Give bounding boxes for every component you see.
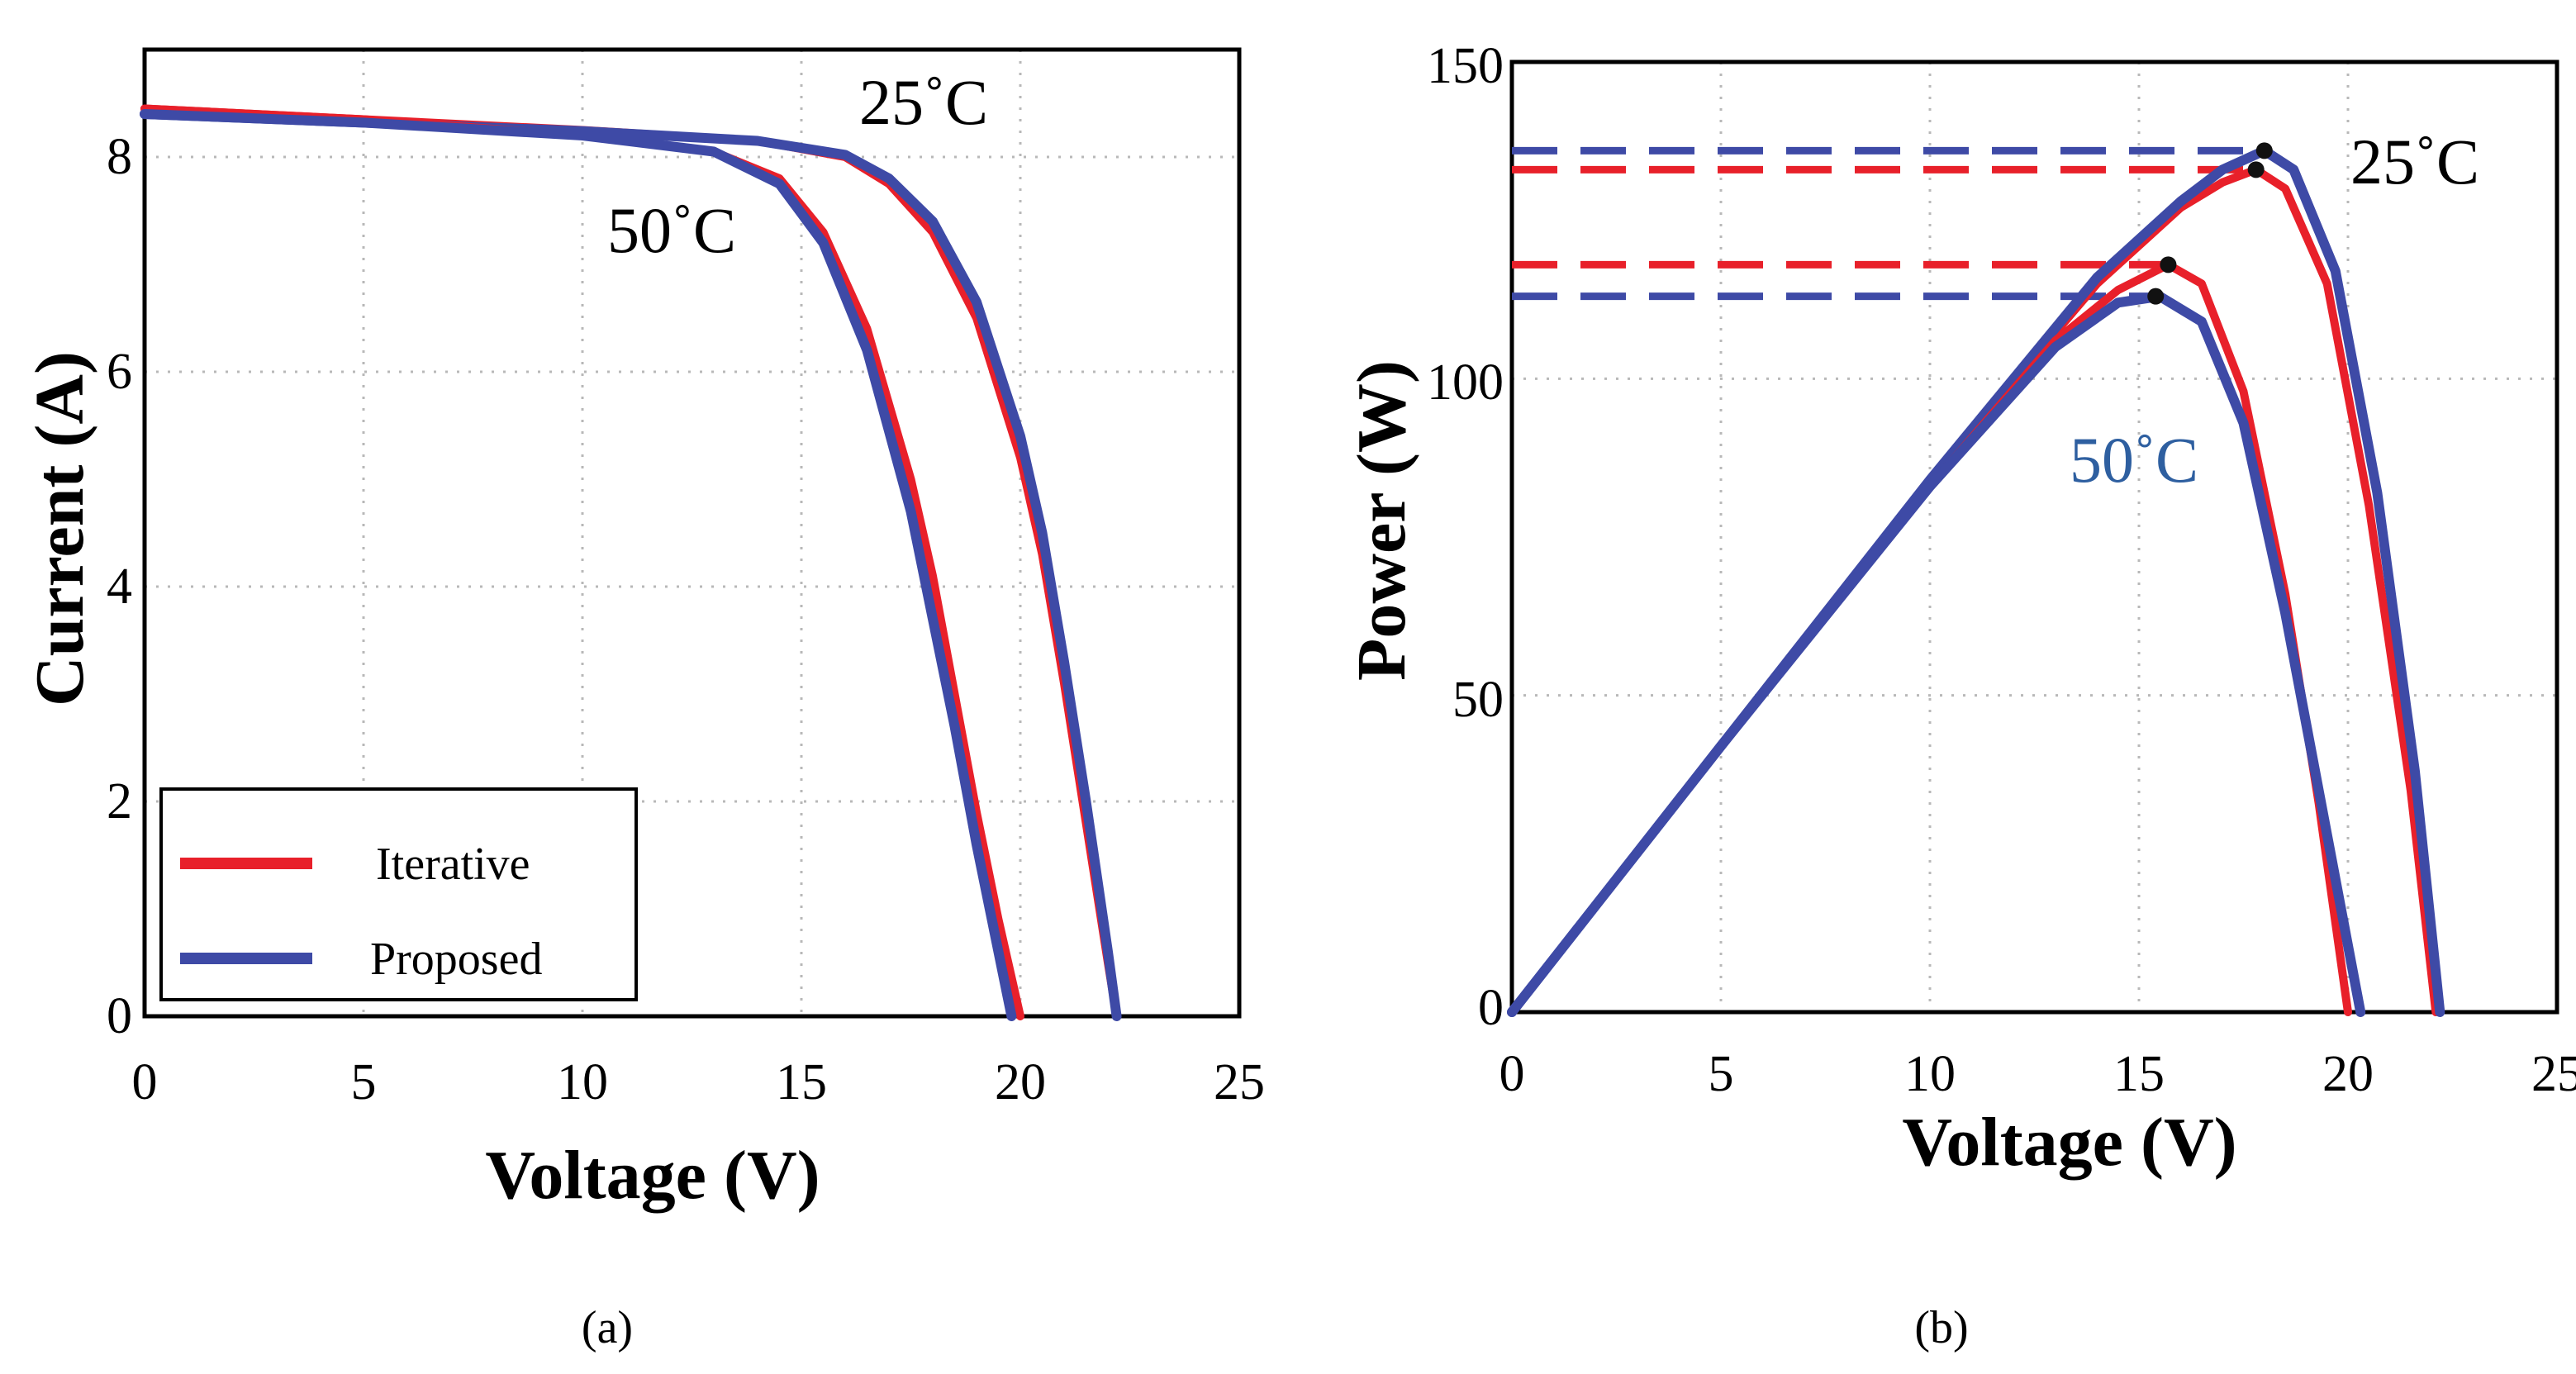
a-xtick-0: 0 bbox=[132, 1054, 158, 1110]
a-annotation-25c: 25˚C bbox=[859, 66, 988, 138]
a-ytick-2: 4 bbox=[107, 559, 132, 615]
b-xtick-3: 15 bbox=[2113, 1046, 2165, 1102]
legend-box bbox=[159, 787, 638, 1001]
b-ytick-0: 0 bbox=[1478, 980, 1504, 1036]
panel-b-plot-frame bbox=[1509, 59, 2559, 1015]
legend-label-iterative: Iterative bbox=[376, 839, 530, 890]
b-series-proposed-50-c bbox=[1507, 291, 2366, 1017]
b-xtick-2: 10 bbox=[1904, 1046, 1956, 1102]
panel-a-x-ticks: 0 5 10 15 20 25 bbox=[132, 1054, 1266, 1110]
b-series-proposed-25-c bbox=[1507, 145, 2445, 1017]
a-series-proposed-25-c bbox=[140, 109, 1122, 1021]
b-caption: (b) bbox=[1914, 1302, 1968, 1353]
a-annotation-50c: 50˚C bbox=[607, 194, 736, 266]
a-xtick-2: 10 bbox=[557, 1054, 608, 1110]
a-series-proposed-50-c bbox=[140, 109, 1017, 1021]
b-mpp-marker-iterative-25-c bbox=[2247, 161, 2265, 178]
b-mpp-marker-proposed-50-c bbox=[2147, 288, 2165, 305]
a-xtick-5: 25 bbox=[1214, 1054, 1265, 1110]
a-ytick-4: 8 bbox=[107, 129, 132, 185]
a-series bbox=[140, 104, 1122, 1021]
a-xtick-1: 5 bbox=[351, 1054, 377, 1110]
panel-b-grid bbox=[1512, 62, 2557, 1012]
panel-b-y-ticks: 0 50 100 150 bbox=[1427, 38, 1504, 1036]
a-ytick-1: 2 bbox=[107, 773, 132, 830]
b-series bbox=[1507, 142, 2445, 1017]
b-mpp-lines bbox=[1512, 146, 2265, 301]
b-ytick-2: 100 bbox=[1427, 354, 1504, 411]
b-ytick-3: 150 bbox=[1427, 38, 1504, 94]
b-y-axis-title: Power (W) bbox=[1343, 360, 1420, 681]
a-ytick-0: 0 bbox=[107, 988, 132, 1044]
b-annotation-25c: 25˚C bbox=[2350, 126, 2479, 197]
a-ytick-3: 6 bbox=[107, 344, 132, 400]
b-xtick-0: 0 bbox=[1499, 1046, 1525, 1102]
panel-a: 0 5 10 15 20 25 0 2 4 6 8 Voltage (V) Cu… bbox=[21, 47, 1266, 1353]
b-ytick-1: 50 bbox=[1452, 672, 1504, 728]
a-y-axis-title: Current (A) bbox=[21, 351, 98, 706]
a-caption: (a) bbox=[582, 1302, 633, 1353]
b-x-axis-title: Voltage (V) bbox=[1902, 1104, 2236, 1181]
legend-label-proposed: Proposed bbox=[370, 934, 542, 985]
b-annotation-50c: 50˚C bbox=[2070, 424, 2198, 496]
a-xtick-3: 15 bbox=[776, 1054, 827, 1110]
b-xtick-5: 25 bbox=[2531, 1046, 2576, 1102]
a-x-axis-title: Voltage (V) bbox=[485, 1137, 820, 1214]
a-xtick-4: 20 bbox=[995, 1054, 1046, 1110]
b-xtick-4: 20 bbox=[2322, 1046, 2374, 1102]
b-mpp-marker-iterative-50-c bbox=[2160, 256, 2177, 273]
legend: Iterative Proposed bbox=[159, 787, 638, 1001]
panel-a-plot-frame bbox=[142, 47, 1242, 1019]
panel-b-x-ticks: 0 5 10 15 20 25 bbox=[1499, 1046, 2576, 1102]
panel-b: 0 5 10 15 20 25 0 50 100 150 Voltage (V)… bbox=[1343, 38, 2576, 1353]
b-mpp-marker-proposed-25-c bbox=[2255, 142, 2273, 159]
b-xtick-1: 5 bbox=[1709, 1046, 1734, 1102]
panel-a-y-ticks: 0 2 4 6 8 bbox=[107, 129, 132, 1044]
